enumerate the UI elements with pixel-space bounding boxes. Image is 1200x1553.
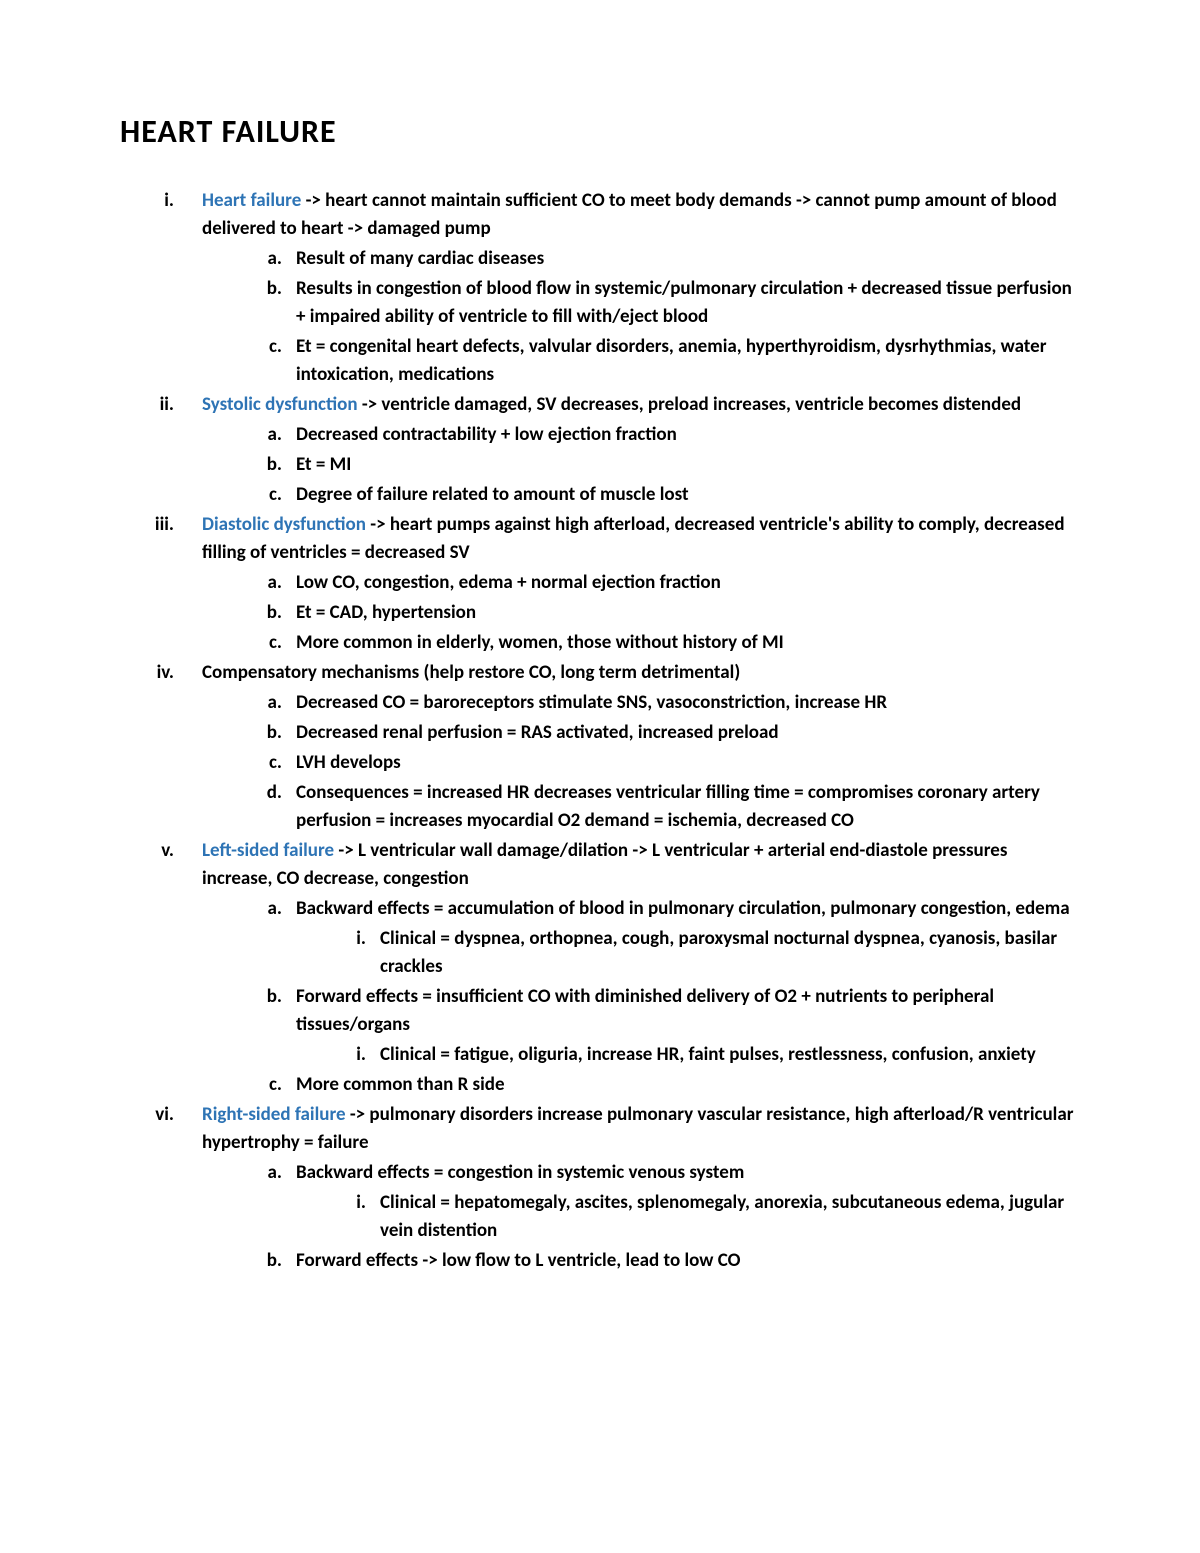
content-l2: More common than R side xyxy=(296,1071,1080,1099)
marker-l3: i. xyxy=(120,1041,380,1069)
content-l1: Right-sided failure -> pulmonary disorde… xyxy=(202,1101,1080,1157)
content-l2: Decreased contractability + low ejection… xyxy=(296,421,1080,449)
content-l3: Clinical = hepatomegaly, ascites, spleno… xyxy=(380,1189,1080,1245)
marker-l1: i. xyxy=(120,187,202,243)
marker-l2: d. xyxy=(120,779,296,835)
document-page: HEART FAILURE i.Heart failure -> heart c… xyxy=(0,0,1200,1553)
term: Diastolic dysfunction xyxy=(202,513,366,536)
marker-l2: a. xyxy=(120,689,296,717)
outline-item-l2: a.Backward effects = congestion in syste… xyxy=(120,1159,1080,1187)
outline-item-l2: a.Low CO, congestion, edema + normal eje… xyxy=(120,569,1080,597)
marker-l2: c. xyxy=(120,629,296,657)
page-title: HEART FAILURE xyxy=(120,112,1080,151)
content-l2: Low CO, congestion, edema + normal eject… xyxy=(296,569,1080,597)
marker-l2: c. xyxy=(120,481,296,509)
marker-l2: c. xyxy=(120,1071,296,1099)
marker-l1: iv. xyxy=(120,659,202,687)
marker-l2: b. xyxy=(120,599,296,627)
content-l2: More common in elderly, women, those wit… xyxy=(296,629,1080,657)
marker-l3: i. xyxy=(120,925,380,981)
outline-item-l2: b.Et = CAD, hypertension xyxy=(120,599,1080,627)
outline-item-l2: a.Decreased contractability + low ejecti… xyxy=(120,421,1080,449)
content-l2: Forward effects = insufficient CO with d… xyxy=(296,983,1080,1039)
content-l2: Decreased CO = baroreceptors stimulate S… xyxy=(296,689,1080,717)
outline-item-l1: v.Left-sided failure -> L ventricular wa… xyxy=(120,837,1080,893)
content-l3: Clinical = fatigue, oliguria, increase H… xyxy=(380,1041,1080,1069)
outline-item-l1: ii.Systolic dysfunction -> ventricle dam… xyxy=(120,391,1080,419)
content-l2: Degree of failure related to amount of m… xyxy=(296,481,1080,509)
term: Right-sided failure xyxy=(202,1103,346,1126)
outline-item-l2: c.Et = congenital heart defects, valvula… xyxy=(120,333,1080,389)
marker-l2: b. xyxy=(120,451,296,479)
content-l2: LVH develops xyxy=(296,749,1080,777)
term: Heart failure xyxy=(202,189,301,212)
content-l2: Et = CAD, hypertension xyxy=(296,599,1080,627)
content-l1: Heart failure -> heart cannot maintain s… xyxy=(202,187,1080,243)
outline-item-l1: iii.Diastolic dysfunction -> heart pumps… xyxy=(120,511,1080,567)
outline-item-l2: a.Backward effects = accumulation of blo… xyxy=(120,895,1080,923)
content-l2: Results in congestion of blood flow in s… xyxy=(296,275,1080,331)
outline-item-l2: b.Results in congestion of blood flow in… xyxy=(120,275,1080,331)
content-l3: Clinical = dyspnea, orthopnea, cough, pa… xyxy=(380,925,1080,981)
rest-text: -> heart cannot maintain sufficient CO t… xyxy=(202,189,1057,240)
marker-l2: c. xyxy=(120,749,296,777)
outline-item-l1: vi.Right-sided failure -> pulmonary diso… xyxy=(120,1101,1080,1157)
content-l2: Decreased renal perfusion = RAS activate… xyxy=(296,719,1080,747)
content-l1: Compensatory mechanisms (help restore CO… xyxy=(202,659,1080,687)
marker-l3: i. xyxy=(120,1189,380,1245)
marker-l2: a. xyxy=(120,895,296,923)
outline-item-l3: i.Clinical = hepatomegaly, ascites, sple… xyxy=(120,1189,1080,1245)
outline-item-l2: c.Degree of failure related to amount of… xyxy=(120,481,1080,509)
content-l1: Diastolic dysfunction -> heart pumps aga… xyxy=(202,511,1080,567)
content-l1: Systolic dysfunction -> ventricle damage… xyxy=(202,391,1080,419)
marker-l2: b. xyxy=(120,275,296,331)
content-l1: Left-sided failure -> L ventricular wall… xyxy=(202,837,1080,893)
outline-item-l2: b.Forward effects -> low flow to L ventr… xyxy=(120,1247,1080,1275)
outline-list: i.Heart failure -> heart cannot maintain… xyxy=(120,187,1080,1275)
outline-item-l2: b.Et = MI xyxy=(120,451,1080,479)
marker-l1: ii. xyxy=(120,391,202,419)
content-l2: Et = congenital heart defects, valvular … xyxy=(296,333,1080,389)
term: Left-sided failure xyxy=(202,839,334,862)
content-l2: Et = MI xyxy=(296,451,1080,479)
outline-item-l2: a.Result of many cardiac diseases xyxy=(120,245,1080,273)
outline-item-l2: c.LVH develops xyxy=(120,749,1080,777)
rest-text: -> ventricle damaged, SV decreases, prel… xyxy=(358,393,1022,416)
content-l2: Consequences = increased HR decreases ve… xyxy=(296,779,1080,835)
content-l2: Result of many cardiac diseases xyxy=(296,245,1080,273)
content-l2: Backward effects = accumulation of blood… xyxy=(296,895,1080,923)
outline-item-l1: i.Heart failure -> heart cannot maintain… xyxy=(120,187,1080,243)
outline-item-l2: d.Consequences = increased HR decreases … xyxy=(120,779,1080,835)
marker-l2: a. xyxy=(120,421,296,449)
marker-l1: iii. xyxy=(120,511,202,567)
outline-item-l2: b.Decreased renal perfusion = RAS activa… xyxy=(120,719,1080,747)
marker-l2: a. xyxy=(120,569,296,597)
marker-l2: b. xyxy=(120,1247,296,1275)
outline-item-l2: a.Decreased CO = baroreceptors stimulate… xyxy=(120,689,1080,717)
marker-l1: vi. xyxy=(120,1101,202,1157)
content-l2: Forward effects -> low flow to L ventric… xyxy=(296,1247,1080,1275)
marker-l2: b. xyxy=(120,719,296,747)
outline-item-l3: i.Clinical = dyspnea, orthopnea, cough, … xyxy=(120,925,1080,981)
marker-l2: b. xyxy=(120,983,296,1039)
term: Systolic dysfunction xyxy=(202,393,358,416)
marker-l2: c. xyxy=(120,333,296,389)
marker-l2: a. xyxy=(120,245,296,273)
outline-item-l3: i.Clinical = fatigue, oliguria, increase… xyxy=(120,1041,1080,1069)
outline-item-l2: c.More common than R side xyxy=(120,1071,1080,1099)
outline-item-l2: c.More common in elderly, women, those w… xyxy=(120,629,1080,657)
marker-l2: a. xyxy=(120,1159,296,1187)
marker-l1: v. xyxy=(120,837,202,893)
rest-text: Compensatory mechanisms (help restore CO… xyxy=(202,661,740,684)
outline-item-l2: b.Forward effects = insufficient CO with… xyxy=(120,983,1080,1039)
outline-item-l1: iv.Compensatory mechanisms (help restore… xyxy=(120,659,1080,687)
content-l2: Backward effects = congestion in systemi… xyxy=(296,1159,1080,1187)
